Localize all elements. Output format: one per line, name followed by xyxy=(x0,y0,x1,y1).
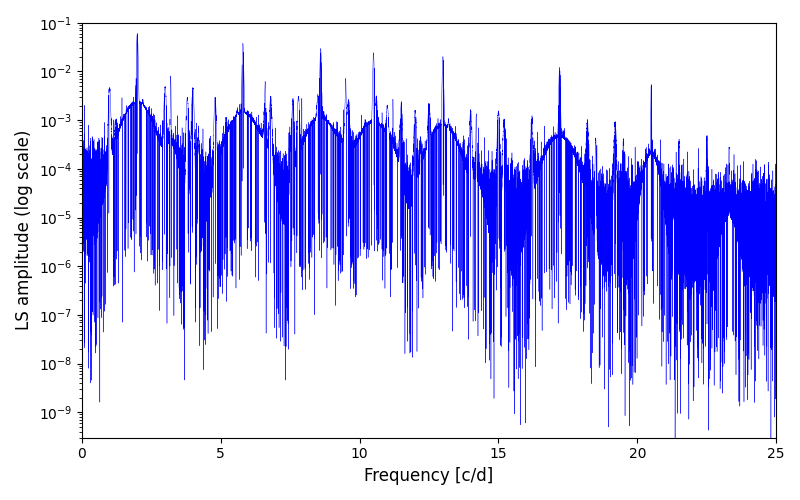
X-axis label: Frequency [c/d]: Frequency [c/d] xyxy=(364,467,494,485)
Y-axis label: LS amplitude (log scale): LS amplitude (log scale) xyxy=(15,130,33,330)
